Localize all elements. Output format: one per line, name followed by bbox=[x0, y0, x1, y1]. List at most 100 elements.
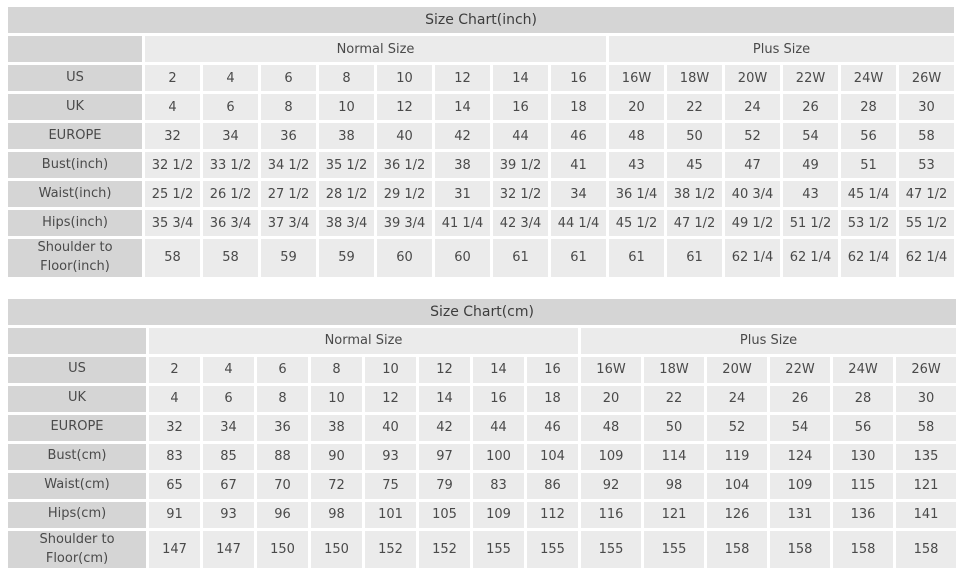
corner-cell bbox=[8, 327, 146, 354]
size-cell: 54 bbox=[783, 123, 838, 149]
size-cell: 12 bbox=[365, 385, 416, 412]
size-cell: 51 bbox=[841, 152, 896, 178]
size-cell: 109 bbox=[581, 443, 641, 470]
size-cell: 101 bbox=[365, 501, 416, 528]
row-label: Shoulder to Floor(inch) bbox=[8, 239, 142, 277]
table-title-row: Size Chart(cm) bbox=[8, 298, 957, 325]
size-cell: 93 bbox=[203, 501, 254, 528]
size-cell: 35 1/2 bbox=[319, 152, 374, 178]
size-cell: 93 bbox=[365, 443, 416, 470]
size-cell: 135 bbox=[896, 443, 957, 470]
size-cell: 35 3/4 bbox=[145, 210, 200, 236]
size-cell: 56 bbox=[841, 123, 896, 149]
size-cell: 6 bbox=[261, 65, 316, 91]
table-row: Shoulder to Floor(inch) 58 58 59 59 60 60 61 61 6… bbox=[8, 239, 955, 277]
size-cell: 72 bbox=[311, 472, 362, 499]
size-cell: 16 bbox=[527, 356, 578, 383]
size-chart-inch-table: Size Chart(inch) Normal Size Plus Size US 2 4… bbox=[5, 4, 957, 280]
size-cell: 34 1/2 bbox=[261, 152, 316, 178]
size-cell: 26 1/2 bbox=[203, 181, 258, 207]
size-cell: 155 bbox=[644, 530, 704, 569]
row-label: UK bbox=[8, 385, 146, 412]
size-cell: 42 bbox=[419, 414, 470, 441]
size-cell: 32 1/2 bbox=[145, 152, 200, 178]
table-row: UK 4 6 8 10 12 14 16 18 20 22 24 26 28 30 bbox=[8, 385, 957, 412]
size-cell: 83 bbox=[149, 443, 200, 470]
row-label: Bust(inch) bbox=[8, 152, 142, 178]
size-cell: 58 bbox=[145, 239, 200, 277]
size-cell: 22 bbox=[667, 94, 722, 120]
size-cell: 16W bbox=[581, 356, 641, 383]
size-cell: 100 bbox=[473, 443, 524, 470]
size-cell: 34 bbox=[203, 123, 258, 149]
size-cell: 8 bbox=[261, 94, 316, 120]
size-cell: 26W bbox=[896, 356, 957, 383]
size-cell: 10 bbox=[365, 356, 416, 383]
row-label: US bbox=[8, 65, 142, 91]
table-title: Size Chart(cm) bbox=[8, 298, 957, 325]
size-cell: 59 bbox=[261, 239, 316, 277]
row-label: EUROPE bbox=[8, 414, 146, 441]
row-label: EUROPE bbox=[8, 123, 142, 149]
size-cell: 119 bbox=[707, 443, 767, 470]
size-cell: 52 bbox=[707, 414, 767, 441]
size-cell: 56 bbox=[833, 414, 893, 441]
size-cell: 60 bbox=[377, 239, 432, 277]
size-cell: 62 1/4 bbox=[899, 239, 955, 277]
size-cell: 16W bbox=[609, 65, 664, 91]
size-cell: 42 3/4 bbox=[493, 210, 548, 236]
size-cell: 41 1/4 bbox=[435, 210, 490, 236]
size-cell: 83 bbox=[473, 472, 524, 499]
column-group-header: Plus Size bbox=[581, 327, 957, 354]
size-cell: 50 bbox=[644, 414, 704, 441]
size-cell: 97 bbox=[419, 443, 470, 470]
size-cell: 44 bbox=[473, 414, 524, 441]
size-cell: 155 bbox=[527, 530, 578, 569]
size-cell: 124 bbox=[770, 443, 830, 470]
size-cell: 104 bbox=[527, 443, 578, 470]
size-cell: 61 bbox=[667, 239, 722, 277]
size-cell: 18 bbox=[551, 94, 606, 120]
size-cell: 61 bbox=[493, 239, 548, 277]
size-cell: 31 bbox=[435, 181, 490, 207]
size-cell: 47 1/2 bbox=[667, 210, 722, 236]
size-cell: 43 bbox=[609, 152, 664, 178]
table-row: Waist(inch) 25 1/2 26 1/2 27 1/2 28 1/2 29 1/… bbox=[8, 181, 955, 207]
size-cell: 158 bbox=[833, 530, 893, 569]
size-cell: 130 bbox=[833, 443, 893, 470]
size-cell: 47 bbox=[725, 152, 780, 178]
size-cell: 33 1/2 bbox=[203, 152, 258, 178]
size-cell: 20W bbox=[725, 65, 780, 91]
size-cell: 86 bbox=[527, 472, 578, 499]
row-label: UK bbox=[8, 94, 142, 120]
size-cell: 16 bbox=[473, 385, 524, 412]
size-cell: 39 1/2 bbox=[493, 152, 548, 178]
table-title: Size Chart(inch) bbox=[8, 7, 955, 33]
size-cell: 10 bbox=[311, 385, 362, 412]
size-cell: 155 bbox=[581, 530, 641, 569]
size-cell: 20W bbox=[707, 356, 767, 383]
size-cell: 4 bbox=[145, 94, 200, 120]
size-cell: 98 bbox=[644, 472, 704, 499]
size-cell: 62 1/4 bbox=[841, 239, 896, 277]
table-row: EUROPE 32 34 36 38 40 42 44 46 48 50 52 54 56 58 bbox=[8, 123, 955, 149]
size-cell: 98 bbox=[311, 501, 362, 528]
size-cell: 40 3/4 bbox=[725, 181, 780, 207]
size-cell: 88 bbox=[257, 443, 308, 470]
size-cell: 54 bbox=[770, 414, 830, 441]
size-cell: 28 bbox=[841, 94, 896, 120]
size-cell: 4 bbox=[149, 385, 200, 412]
size-cell: 61 bbox=[551, 239, 606, 277]
size-cell: 90 bbox=[311, 443, 362, 470]
size-cell: 53 1/2 bbox=[841, 210, 896, 236]
size-cell: 61 bbox=[609, 239, 664, 277]
size-cell: 49 1/2 bbox=[725, 210, 780, 236]
size-cell: 47 1/2 bbox=[899, 181, 955, 207]
size-cell: 50 bbox=[667, 123, 722, 149]
size-cell: 20 bbox=[609, 94, 664, 120]
size-cell: 26 bbox=[770, 385, 830, 412]
size-cell: 55 1/2 bbox=[899, 210, 955, 236]
size-cell: 62 1/4 bbox=[783, 239, 838, 277]
size-cell: 30 bbox=[896, 385, 957, 412]
size-cell: 36 1/2 bbox=[377, 152, 432, 178]
